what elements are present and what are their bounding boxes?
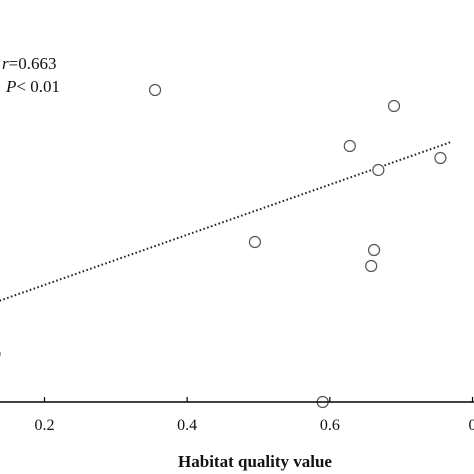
- r-symbol: r: [2, 54, 9, 73]
- x-tick-label-4: 0: [469, 417, 474, 434]
- correlation-annotation: r=0.663: [2, 54, 56, 73]
- data-point-8: [372, 163, 385, 177]
- data-point-7: [367, 243, 381, 257]
- x-tick-label-3: 0.6: [320, 417, 340, 434]
- data-point-2: [148, 83, 162, 97]
- data-point-6: [365, 259, 378, 273]
- data-point-10: [434, 151, 447, 165]
- x-ticks-layer: 0.2 0.4 0.6 0: [35, 397, 474, 434]
- trendline-layer: [0, 141, 452, 302]
- p-value: < 0.01: [16, 77, 60, 96]
- x-tick-label-1: 0.2: [35, 417, 55, 434]
- x-tick-label-2: 0.4: [177, 417, 197, 434]
- data-point-5: [343, 139, 356, 153]
- x-axis-title: Habitat quality value: [178, 452, 332, 471]
- trendline: [0, 141, 452, 302]
- data-point-9: [387, 99, 401, 113]
- data-points-layer: [0, 83, 447, 409]
- r-value: =0.663: [9, 54, 57, 73]
- p-value-annotation: P< 0.01: [5, 77, 60, 96]
- data-point-3: [248, 235, 262, 249]
- p-symbol: P: [5, 77, 16, 96]
